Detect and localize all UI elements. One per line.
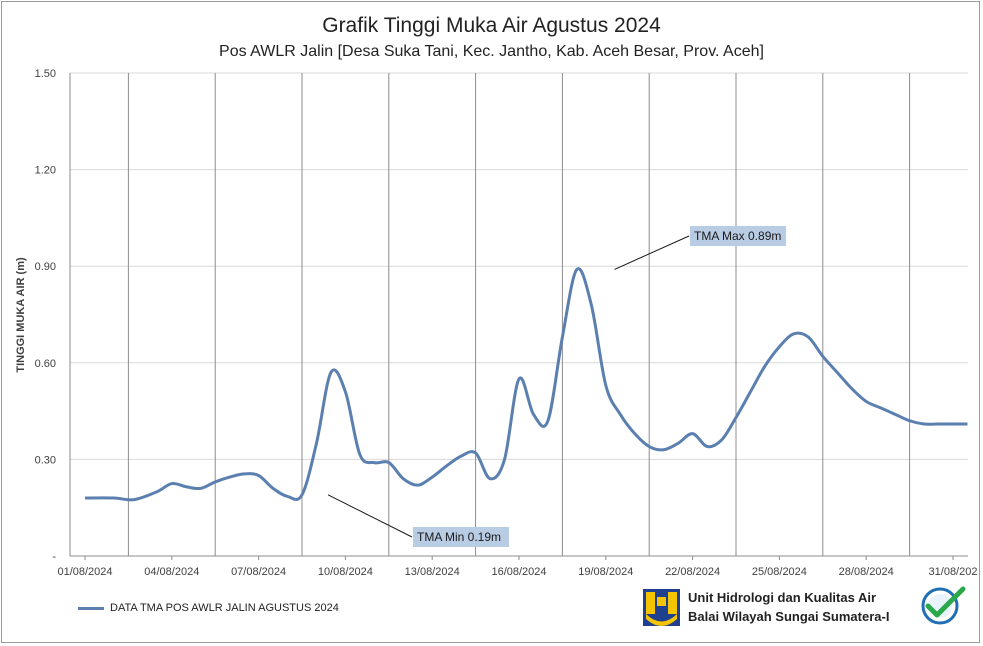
pu-logo-icon xyxy=(643,588,680,626)
x-tick-label: 01/08/2024 xyxy=(57,566,112,578)
annotation-leader xyxy=(614,235,690,270)
x-tick-label: 04/08/2024 xyxy=(144,566,199,578)
series-line xyxy=(84,267,968,502)
x-tick-label: 31/08/202 xyxy=(929,566,978,578)
org-line-2: Balai Wilayah Sungai Sumatera-I xyxy=(688,609,890,624)
annotation-leader xyxy=(327,494,413,538)
x-tick-label: 13/08/2024 xyxy=(405,566,460,578)
org-line-1: Unit Hidrologi dan Kualitas Air xyxy=(688,590,877,605)
x-tick-label: 22/08/2024 xyxy=(665,566,720,578)
y-tick-label: 1.20 xyxy=(35,165,56,177)
annotation-label: TMA Max 0.89m xyxy=(694,229,781,243)
series-lines xyxy=(84,267,968,502)
annotation-box xyxy=(413,527,509,547)
y-tick-label: 0.90 xyxy=(35,261,56,273)
legend: DATA TMA POS AWLR JALIN AGUSTUS 2024 xyxy=(78,602,339,614)
y-tick-label: 1.50 xyxy=(35,68,56,80)
legend-label: DATA TMA POS AWLR JALIN AGUSTUS 2024 xyxy=(110,602,339,614)
x-tick-label: 25/08/2024 xyxy=(752,566,807,578)
x-tick-label: 07/08/2024 xyxy=(231,566,286,578)
x-tick-label: 10/08/2024 xyxy=(318,566,373,578)
chart-subtitle: Pos AWLR Jalin [Desa Suka Tani, Kec. Jan… xyxy=(219,43,764,60)
x-tick-label: 19/08/2024 xyxy=(578,566,633,578)
grid-lines xyxy=(69,72,968,560)
legend-swatch xyxy=(78,606,104,610)
y-tick-label: 0.60 xyxy=(35,358,56,370)
x-tick-label: 16/08/2024 xyxy=(491,566,546,578)
annotations: TMA Max 0.89m TMA Min 0.19m xyxy=(327,226,786,547)
certified-badge-icon xyxy=(921,586,966,625)
y-tick-label: 0.30 xyxy=(35,454,56,466)
chart-title: Grafik Tinggi Muka Air Agustus 2024 xyxy=(322,14,661,37)
annotation-label: TMA Min 0.19m xyxy=(417,530,501,544)
annotation-box xyxy=(690,226,786,246)
tick-labels: - 0.30 0.60 0.90 1.20 1.50 01/08/2024 04/08/202… xyxy=(35,68,978,578)
y-tick-label: - xyxy=(52,551,56,563)
organization-block: Unit Hidrologi dan Kualitas Air Balai Wi… xyxy=(643,588,889,626)
x-tick-label: 28/08/2024 xyxy=(839,566,894,578)
